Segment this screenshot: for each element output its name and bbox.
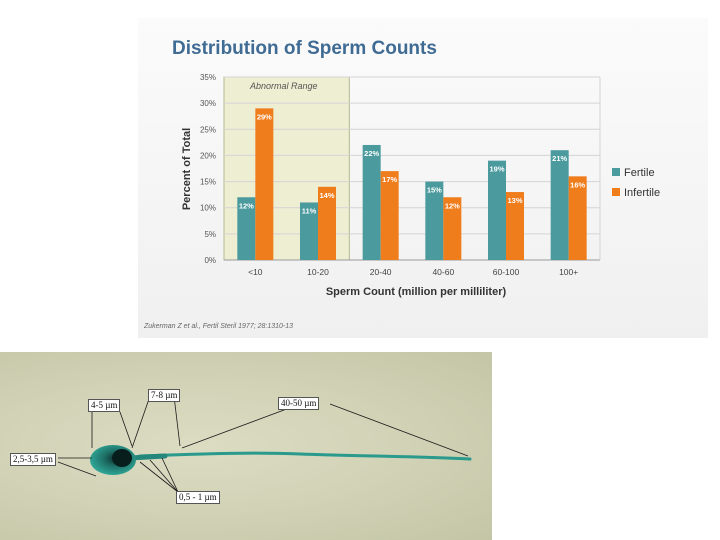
neck-width-label: 0,5 - 1 µm [176,491,220,504]
bar-fertile [300,202,318,260]
sperm-count-chart: Distribution of Sperm Counts Abnormal Ra… [143,38,660,330]
bar-infertile [506,192,524,260]
citation: Zukerman Z et al., Fertil Steril 1977; 2… [143,323,293,330]
bar-infertile [318,186,336,260]
data-label: 15% [427,186,442,195]
bar-fertile [237,197,256,260]
data-label: 12% [445,201,460,210]
sperm-cell-illustration [57,395,472,493]
bars [237,108,587,260]
measure-lines [57,395,469,493]
data-label: 16% [570,180,585,189]
bar-fertile [550,150,569,260]
legend-entry: Infertile [624,187,660,199]
x-tick-label: 10-20 [307,267,329,277]
bar-infertile [443,197,462,260]
data-label: 29% [257,112,272,121]
y-tick-label: 35% [200,73,216,82]
y-tick-label: 0% [204,256,216,265]
sperm-nucleus [112,449,132,467]
bar-infertile [255,108,274,260]
data-label: 13% [507,196,522,205]
legend: Fertile Infertile [612,167,660,199]
y-tick-label: 15% [200,178,216,187]
y-tick-labels: 0% 5% 10% 15% 20% 25% 30% 35% [200,73,216,265]
y-tick-label: 25% [200,125,216,134]
data-label: 22% [364,149,379,158]
data-label: 19% [489,165,504,174]
data-label: 12% [239,201,254,210]
x-tick-labels: <10 10-20 20-40 40-60 60-100 100+ [248,267,578,277]
y-gridlines [224,76,601,261]
sperm-tail [138,451,472,461]
y-tick-label: 5% [204,230,216,239]
legend-swatch [612,188,620,196]
bar-fertile [425,181,444,260]
bar-infertile [568,176,587,260]
sperm-micrograph: 4-5 µm 7-8 µm 40-50 µm 2,5-3,5 µm 0,5 - … [0,352,492,540]
data-labels: 12%29%11%14%22%17%15%12%19%13%21%16% [239,112,586,215]
bar-fertile [362,144,381,260]
y-tick-label: 10% [200,204,216,213]
x-tick-label: <10 [248,267,263,277]
x-tick-label: 20-40 [370,267,392,277]
data-label: 14% [319,191,334,200]
midpiece-length-label: 7-8 µm [148,389,181,402]
legend-entry: Fertile [624,167,655,179]
abnormal-range-label: Abnormal Range [249,81,318,91]
bar-infertile [380,171,399,260]
data-label: 17% [382,175,397,184]
y-tick-label: 20% [200,151,216,160]
sperm-midpiece [127,453,168,461]
x-tick-label: 60-100 [493,267,520,277]
legend-swatch [612,168,620,176]
chart-title: Distribution of Sperm Counts [172,38,437,59]
bar-fertile [488,160,506,260]
x-axis-label: Sperm Count (million per milliliter) [326,286,507,298]
head-length-label: 4-5 µm [88,399,121,412]
x-tick-label: 100+ [559,267,578,277]
chart-slide: Distribution of Sperm Counts Abnormal Ra… [138,18,708,338]
data-label: 11% [302,206,317,215]
data-label: 21% [552,154,567,163]
x-tick-label: 40-60 [432,267,454,277]
tail-length-label: 40-50 µm [278,397,320,410]
head-width-label: 2,5-3,5 µm [10,453,56,466]
y-axis-label: Percent of Total [181,128,193,210]
y-tick-label: 30% [200,99,216,108]
